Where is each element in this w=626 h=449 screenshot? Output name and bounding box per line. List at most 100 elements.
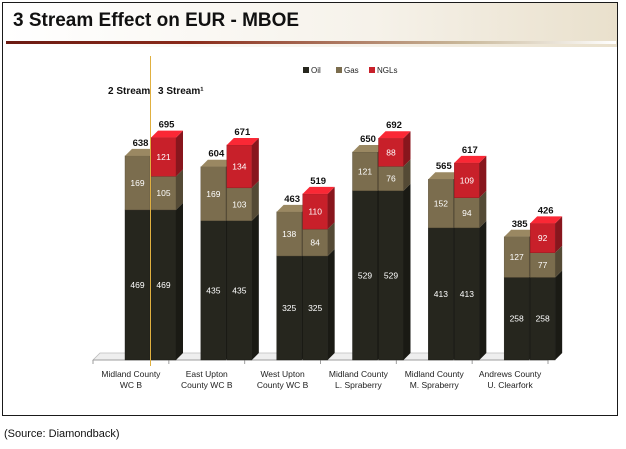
bar-top [530, 216, 563, 224]
bar-value-label-oil: 529 [384, 270, 398, 280]
bar-side-ngl [555, 216, 563, 253]
annotation-3-stream: 3 Stream¹ [158, 86, 204, 97]
bar-side-oil [403, 183, 411, 360]
bar-segment-gas [150, 176, 177, 211]
x-tick-label: U. Clearfork [487, 380, 533, 390]
bar-side-oil [479, 220, 487, 360]
bar-value-label-oil: 325 [282, 303, 296, 313]
x-tick-label: WC B [120, 380, 143, 390]
bar-segment-oil [302, 255, 328, 361]
bar-segment-gas [352, 151, 378, 191]
x-tick-label: East Upton [186, 369, 228, 379]
annotation-2-stream: 2 Stream [108, 86, 150, 97]
legend-swatch-ngls [369, 67, 375, 73]
bar-segment-oil [276, 255, 302, 361]
bar-segment-gas [302, 228, 328, 257]
slide-title: 3 Stream Effect on EUR - MBOE [13, 10, 300, 31]
legend-label-gas: Gas [344, 66, 359, 75]
header-band: 3 Stream Effect on EUR - MBOE [3, 3, 617, 47]
bar-total-label: 650 [360, 134, 376, 145]
legend-label-oil: Oil [311, 66, 321, 75]
bar-total-label: 617 [462, 145, 478, 156]
x-tick-label: Midland County [101, 369, 161, 379]
x-tick-label: M. Spraberry [410, 380, 460, 390]
bar-segment-ngl [454, 162, 480, 198]
bar-top [302, 186, 335, 194]
bar-value-label-gas: 169 [206, 189, 220, 199]
bar-side-ngl [251, 137, 259, 188]
bar-total-label: 385 [512, 219, 529, 230]
legend-label-ngls: NGLs [377, 66, 397, 75]
bar-side-oil [176, 202, 183, 360]
bar-value-label-gas: 76 [386, 174, 396, 184]
bar-value-label-oil: 435 [206, 285, 220, 295]
bar-total-label: 463 [284, 194, 300, 205]
bar-value-label-gas: 105 [156, 188, 170, 198]
x-tick-label: Midland County [405, 369, 465, 379]
bar-segment-gas [378, 166, 404, 191]
bar-total-label: 426 [538, 205, 554, 216]
bar-total-label: 695 [159, 120, 176, 131]
bar-top [276, 204, 309, 212]
bar-side-ngl [176, 130, 183, 177]
x-tick-label: West Upton [260, 369, 305, 379]
bar-value-label-oil: 413 [460, 289, 474, 299]
bar-segment-oil [150, 209, 177, 361]
bar-value-label-gas: 169 [130, 178, 144, 188]
bar-side-oil [327, 249, 335, 360]
bar-value-label-oil: 258 [510, 314, 524, 324]
bar-value-label-gas: 84 [310, 238, 320, 248]
bar-segment-oil [124, 209, 151, 361]
x-tick-label: Andrews County [479, 369, 542, 379]
bar-side-oil [555, 270, 563, 360]
bar-value-label-oil: 435 [232, 285, 246, 295]
eur-stacked-bar-chart: Oil Gas NGLs 469 169 638 469 105 121 695 Midland C… [92, 56, 563, 390]
bar-total-label: 638 [133, 138, 149, 149]
bar-value-label-gas: 152 [434, 199, 448, 209]
bar-segment-oil [226, 220, 253, 361]
source-note: (Source: Diamondback) [4, 428, 120, 440]
bar-side-gas [251, 180, 259, 221]
bar-segment-gas [276, 211, 302, 257]
bar-top [504, 229, 537, 237]
bar-value-label-ngl: 92 [538, 233, 548, 243]
legend-swatch-gas [336, 67, 342, 73]
bar-side-gas [403, 159, 411, 191]
bar-total-label: 692 [386, 120, 402, 131]
bar-total-label: 604 [208, 149, 225, 160]
bar-segment-gas [454, 197, 480, 229]
bar-value-label-gas: 138 [282, 229, 296, 239]
bar-side-ngl [327, 186, 335, 230]
bar-top [125, 148, 157, 156]
bar-value-label-gas: 127 [510, 252, 524, 262]
legend-swatch-oil [303, 67, 309, 73]
bar-side-oil [251, 213, 259, 360]
bar-top [352, 145, 385, 152]
x-tick-label: L. Spraberry [335, 380, 383, 390]
bar-side-gas [555, 245, 563, 278]
bar-value-label-ngl: 88 [386, 147, 396, 157]
bar-segment-oil [200, 220, 227, 361]
bar-side-ngl [479, 155, 487, 198]
bar-top [151, 130, 183, 138]
x-tick-label: County WC B [257, 380, 309, 390]
title-rule [6, 41, 616, 44]
bar-value-label-ngl: 134 [232, 161, 246, 171]
bar-top [454, 155, 487, 163]
bar-value-label-oil: 469 [156, 280, 170, 290]
bar-top [428, 172, 461, 180]
bar-value-label-gas: 94 [462, 208, 472, 218]
bar-total-label: 671 [234, 127, 251, 138]
bar-value-label-ngl: 121 [156, 152, 170, 162]
bar-side-gas [176, 169, 183, 210]
bar-segment-gas [200, 166, 227, 222]
bar-total-label: 519 [310, 176, 326, 187]
bar-value-label-oil: 469 [130, 280, 144, 290]
bar-value-label-oil: 413 [434, 289, 448, 299]
bar-top [200, 159, 233, 167]
bar-segment-gas [503, 236, 530, 278]
bar-side-ngl [403, 131, 411, 167]
bar-segment-oil [454, 227, 480, 361]
bar-segment-oil [352, 190, 378, 361]
bar-value-label-oil: 529 [358, 270, 372, 280]
